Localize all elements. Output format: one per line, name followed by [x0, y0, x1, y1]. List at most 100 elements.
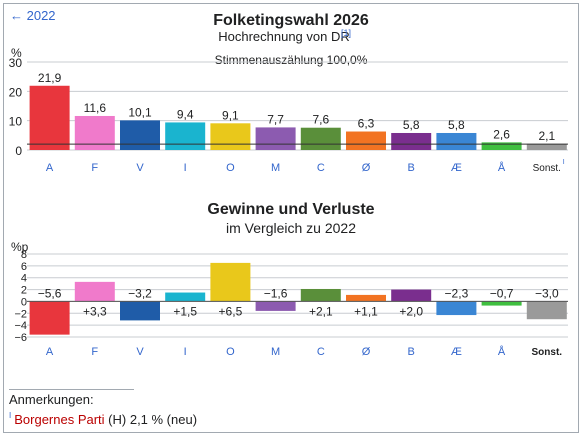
results-value-label: 21,9: [38, 71, 62, 85]
changes-category-label: Sonst.: [532, 347, 563, 358]
results-y-tick-label: 20: [9, 85, 23, 99]
changes-bar: [436, 301, 477, 316]
changes-category-label[interactable]: A: [46, 346, 54, 358]
changes-y-tick-label: 0: [21, 296, 27, 308]
note-item: I Borgernes Parti (H) 2,1 % (neu): [9, 411, 198, 427]
changes-y-tick-label: 6: [21, 261, 27, 273]
changes-value-label: −1,6: [264, 286, 288, 300]
results-category-label[interactable]: C: [317, 162, 325, 174]
changes-bar: [210, 262, 251, 302]
results-bar: [74, 115, 115, 150]
results-value-label: 2,1: [538, 129, 555, 143]
changes-value-label: −3,0: [535, 286, 559, 300]
results-value-label: 11,6: [84, 101, 107, 115]
results-value-label: 10,1: [128, 105, 152, 119]
changes-bar: [74, 281, 115, 302]
changes-y-tick-label: −6: [14, 332, 27, 344]
changes-bar: [29, 301, 70, 335]
changes-chart-subtitle: im Vergleich zu 2022: [226, 220, 356, 236]
results-chart: Folketingswahl 2026 Hochrechnung von DR …: [9, 12, 568, 174]
changes-value-label: −0,7: [490, 286, 514, 300]
changes-category-label[interactable]: Ø: [362, 346, 371, 358]
borgernes-parti-link[interactable]: Borgernes Parti: [14, 412, 105, 427]
changes-bar: [255, 301, 296, 311]
results-bar: [436, 132, 477, 150]
changes-bar: [346, 294, 386, 302]
changes-y-tick-label: −2: [14, 308, 27, 320]
results-value-label: 9,1: [222, 108, 239, 122]
changes-y-tick-label: 8: [21, 249, 27, 261]
changes-bar: [526, 301, 567, 320]
results-bar: [300, 127, 341, 150]
changes-value-label: +6,5: [219, 304, 243, 318]
results-category-label[interactable]: A: [46, 162, 54, 174]
results-bar: [120, 120, 160, 150]
changes-value-label: −2,3: [445, 286, 469, 300]
results-category-label[interactable]: O: [226, 162, 235, 174]
results-bar: [165, 122, 206, 150]
changes-category-label[interactable]: B: [408, 346, 415, 358]
results-bar: [391, 132, 432, 150]
results-category-label[interactable]: V: [136, 162, 144, 174]
results-value-label: 2,6: [493, 127, 510, 141]
results-chart-subtitle: Hochrechnung von DR: [218, 29, 350, 44]
changes-bar: [300, 288, 341, 302]
changes-y-tick-label: 2: [21, 285, 27, 297]
notes-title: Anmerkungen:: [9, 392, 94, 407]
changes-value-label: +1,5: [173, 304, 197, 318]
changes-value-label: −5,6: [38, 286, 62, 300]
changes-category-label[interactable]: F: [91, 346, 98, 358]
changes-category-label[interactable]: V: [136, 346, 144, 358]
note-text: (H) 2,1 % (neu): [104, 412, 198, 427]
changes-bar: [391, 289, 432, 302]
changes-chart-title: Gewinne und Verluste: [207, 201, 374, 218]
results-value-label: 7,6: [312, 113, 329, 127]
results-category-label[interactable]: I: [184, 162, 187, 174]
notes-divider: [9, 389, 134, 390]
changes-y-tick-label: −4: [14, 320, 27, 332]
changes-category-label[interactable]: O: [226, 346, 235, 358]
results-category-label: Sonst.: [533, 163, 561, 174]
results-value-label: 6,3: [358, 117, 375, 131]
results-category-label[interactable]: B: [408, 162, 415, 174]
results-bar: [481, 142, 522, 150]
previous-election-link[interactable]: ← 2022: [10, 8, 56, 23]
results-category-label[interactable]: M: [271, 162, 280, 174]
changes-value-label: +3,3: [83, 304, 107, 318]
changes-value-label: −3,2: [128, 286, 152, 300]
results-bar: [210, 123, 251, 150]
results-value-label: 9,4: [177, 107, 194, 121]
results-value-label: 5,8: [403, 118, 420, 132]
results-category-label[interactable]: Ø: [362, 162, 371, 174]
results-y-tick-label: 30: [9, 56, 23, 70]
source-reference-link[interactable]: [1]: [341, 28, 351, 38]
results-y-tick-label: 10: [9, 115, 23, 129]
changes-bar: [165, 292, 206, 302]
changes-category-label[interactable]: C: [317, 346, 325, 358]
results-category-mark: I: [563, 159, 565, 166]
changes-chart: Gewinne und Verluste im Vergleich zu 202…: [11, 201, 568, 358]
results-bar: [526, 143, 567, 150]
results-bar: [29, 85, 70, 150]
results-category-label[interactable]: F: [91, 162, 98, 174]
results-category-label[interactable]: Æ: [451, 162, 462, 174]
results-y-tick-label: 0: [15, 144, 22, 158]
results-bar: [346, 131, 386, 150]
changes-value-label: +1,1: [354, 304, 378, 318]
changes-category-label[interactable]: Å: [498, 345, 506, 358]
results-chart-caption: Stimmenauszählung 100,0%: [215, 53, 368, 67]
results-category-label[interactable]: Å: [498, 161, 506, 174]
changes-category-label[interactable]: M: [271, 346, 280, 358]
results-value-label: 7,7: [267, 112, 284, 126]
results-value-label: 5,8: [448, 118, 465, 132]
results-y-axis-label: %: [11, 46, 22, 60]
note-marker: I: [9, 411, 12, 420]
changes-bar: [120, 301, 160, 321]
changes-y-tick-label: 4: [21, 273, 27, 285]
changes-category-label[interactable]: I: [184, 346, 187, 358]
changes-value-label: +2,0: [399, 304, 423, 318]
results-bar: [255, 127, 296, 150]
results-chart-title: Folketingswahl 2026: [213, 12, 369, 29]
changes-category-label[interactable]: Æ: [451, 346, 462, 358]
